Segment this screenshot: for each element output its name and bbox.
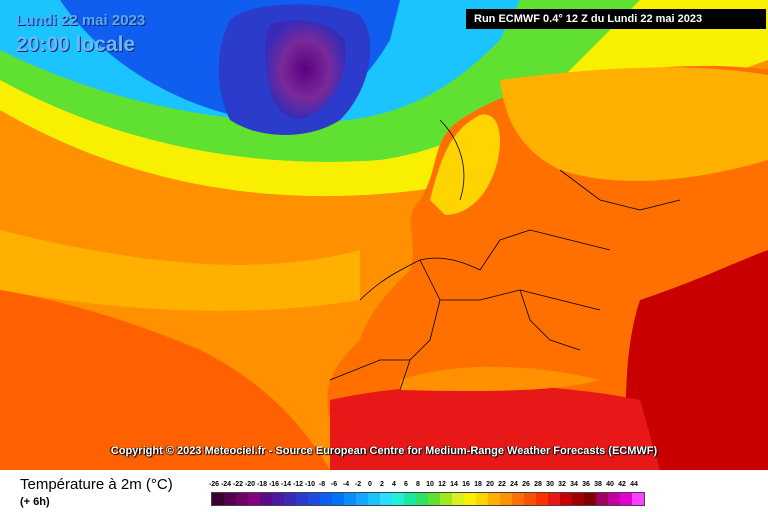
scale-label: 32 xyxy=(558,481,566,488)
scale-label: 36 xyxy=(582,481,590,488)
scale-label: 2 xyxy=(380,481,384,488)
east-europe-orange xyxy=(500,67,768,181)
scale-swatch xyxy=(224,493,236,505)
scale-swatch xyxy=(536,493,548,505)
forecast-time: 20:00 locale xyxy=(16,33,136,56)
scale-label: -12 xyxy=(292,481,304,488)
scale-swatch xyxy=(512,493,524,505)
scale-label: 14 xyxy=(450,481,458,488)
scale-swatch xyxy=(560,493,572,505)
scale-swatch xyxy=(428,493,440,505)
scale-label: 44 xyxy=(630,481,638,488)
scale-label: 6 xyxy=(404,481,408,488)
scale-label: 18 xyxy=(474,481,482,488)
scale-label: 22 xyxy=(498,481,506,488)
scale-label: 16 xyxy=(462,481,470,488)
africa-red xyxy=(330,385,660,470)
scale-swatch xyxy=(524,493,536,505)
scale-swatch xyxy=(368,493,380,505)
scale-swatch xyxy=(608,493,620,505)
greenland-core xyxy=(264,20,346,119)
forecast-date: Lundi 22 mai 2023 xyxy=(16,12,146,29)
scale-swatch xyxy=(548,493,560,505)
scale-label: 38 xyxy=(594,481,602,488)
scale-label: -8 xyxy=(318,481,326,488)
scale-swatch xyxy=(392,493,404,505)
country-borders xyxy=(329,119,681,391)
scale-label: -16 xyxy=(268,481,280,488)
copyright-notice: Copyright © 2023 Meteociel.fr - Source E… xyxy=(110,445,658,457)
scale-label: -4 xyxy=(342,481,350,488)
scale-label: 26 xyxy=(522,481,530,488)
run-info: Run ECMWF 0.4° 12 Z du Lundi 22 mai 2023 xyxy=(466,9,766,29)
mediterranean-sea xyxy=(400,366,600,391)
scale-label: 10 xyxy=(426,481,434,488)
middle-east-dark-red xyxy=(620,250,768,470)
scale-label: 24 xyxy=(510,481,518,488)
temperature-map xyxy=(0,0,768,470)
scale-label: 12 xyxy=(438,481,446,488)
scale-label: -26 xyxy=(208,481,220,488)
scandinavia-yellow xyxy=(430,114,500,215)
scale-label: -14 xyxy=(280,481,292,488)
scale-swatch xyxy=(332,493,344,505)
scale-label: -6 xyxy=(330,481,338,488)
atlantic-red-zone xyxy=(0,150,330,470)
scale-swatch xyxy=(320,493,332,505)
legend-subtitle: (+ 6h) xyxy=(20,496,50,508)
scale-label: -24 xyxy=(220,481,232,488)
scale-swatch xyxy=(356,493,368,505)
scale-swatch xyxy=(260,493,272,505)
scale-swatch xyxy=(344,493,356,505)
scale-swatch xyxy=(596,493,608,505)
scale-swatch xyxy=(296,493,308,505)
scale-label: 40 xyxy=(606,481,614,488)
scale-label: 4 xyxy=(392,481,396,488)
atlantic-orange-zone xyxy=(0,230,360,311)
color-scale xyxy=(211,492,645,506)
scale-swatch xyxy=(308,493,320,505)
scale-swatch xyxy=(272,493,284,505)
scale-label: 28 xyxy=(534,481,542,488)
scale-swatch xyxy=(572,493,584,505)
scale-swatch xyxy=(416,493,428,505)
scale-label: -10 xyxy=(304,481,316,488)
scale-label: 42 xyxy=(618,481,626,488)
scale-label: -20 xyxy=(244,481,256,488)
scale-swatch xyxy=(380,493,392,505)
scale-label: -2 xyxy=(354,481,362,488)
scale-label: 34 xyxy=(570,481,578,488)
scale-swatch xyxy=(404,493,416,505)
scale-swatch xyxy=(452,493,464,505)
legend-title: Température à 2m (°C) xyxy=(20,476,173,493)
scale-swatch xyxy=(584,493,596,505)
scale-swatch xyxy=(500,493,512,505)
scale-swatch xyxy=(236,493,248,505)
scale-label: -22 xyxy=(232,481,244,488)
scale-swatch xyxy=(248,493,260,505)
scale-swatch xyxy=(440,493,452,505)
scale-label: 8 xyxy=(416,481,420,488)
scale-swatch xyxy=(620,493,632,505)
legend: Température à 2m (°C) (+ 6h) -26 -24 -22 -2… xyxy=(0,470,768,512)
scale-swatch xyxy=(464,493,476,505)
scale-label: 0 xyxy=(368,481,372,488)
scale-label: 20 xyxy=(486,481,494,488)
scale-swatch xyxy=(488,493,500,505)
scale-swatch xyxy=(212,493,224,505)
scale-label: -18 xyxy=(256,481,268,488)
scale-swatch xyxy=(284,493,296,505)
scale-swatch xyxy=(476,493,488,505)
scale-swatch xyxy=(632,493,644,505)
scale-label: 30 xyxy=(546,481,554,488)
